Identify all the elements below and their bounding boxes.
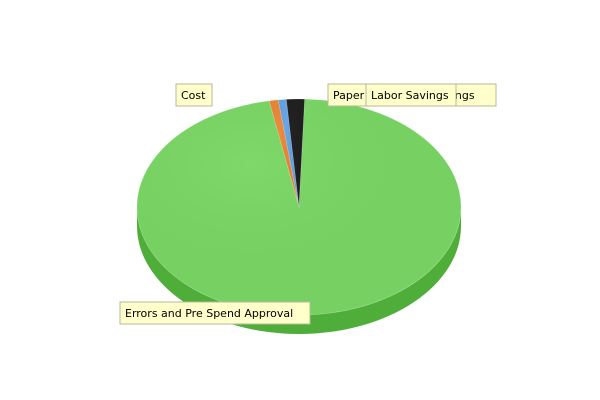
pie-label-cost: Cost — [176, 84, 212, 106]
pie-label-errors-and-pre-spend-approval: Errors and Pre Spend Approval — [120, 302, 310, 324]
pie-label-text: Paper — [333, 89, 365, 102]
pie-label-text: Cost — [181, 89, 206, 102]
pie-slices — [137, 99, 461, 315]
pie-label-labor-savings: Labor Savings — [366, 84, 456, 106]
pie-label-text: Labor Savings — [371, 89, 449, 102]
pie-label-text: Errors and Pre Spend Approval — [125, 307, 293, 320]
